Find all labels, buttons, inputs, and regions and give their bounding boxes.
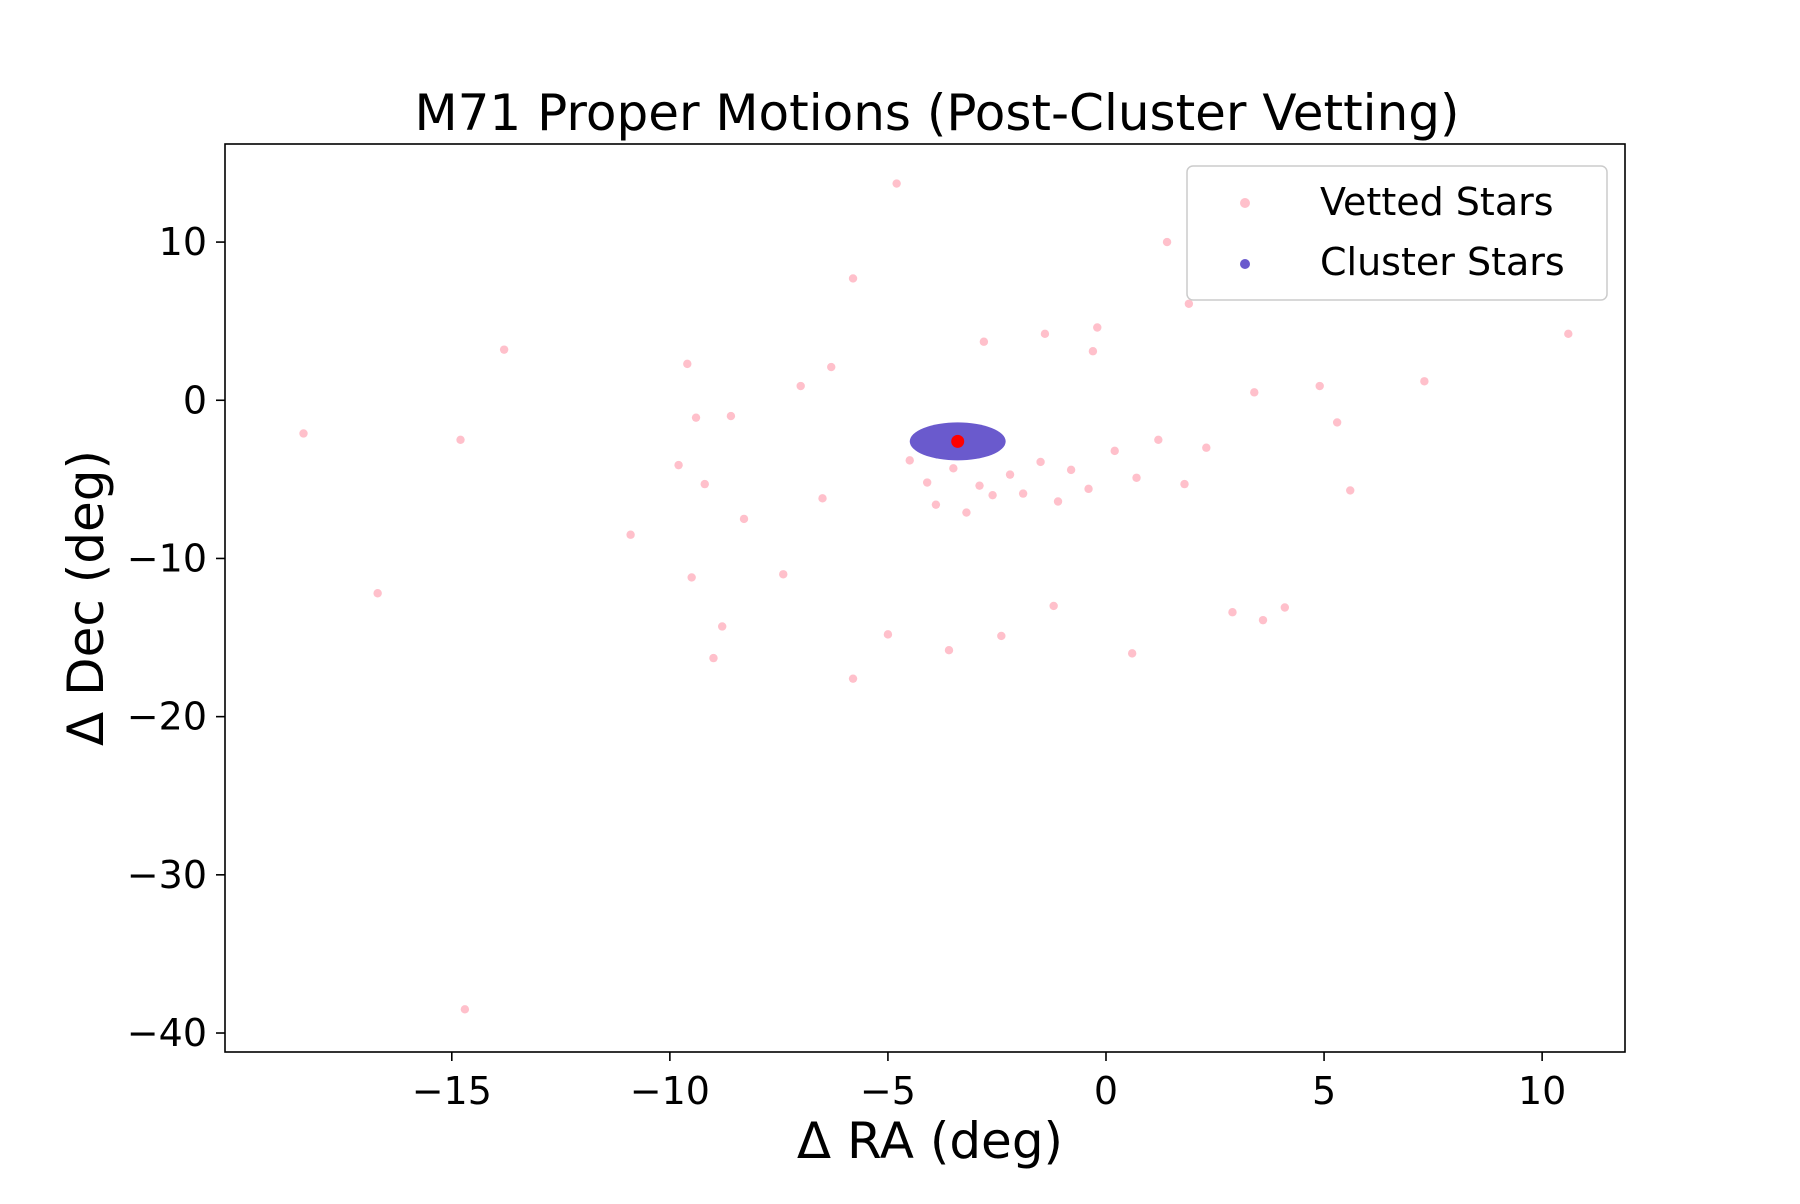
vetted-star-point: [1228, 608, 1237, 617]
x-tick-label: −10: [630, 1069, 710, 1113]
vetted-star-point: [626, 530, 635, 539]
vetted-star-point: [1053, 497, 1063, 506]
vetted-star-point: [691, 413, 701, 422]
y-tick-label: 0: [183, 378, 207, 422]
vetted-star-point: [892, 179, 901, 188]
vetted-star-point: [883, 630, 893, 639]
y-axis-label: Δ Dec (deg): [57, 450, 115, 746]
vetted-star-point: [997, 631, 1006, 641]
vetted-star-point: [687, 573, 696, 582]
x-axis-label: Δ RA (deg): [797, 1112, 1063, 1170]
legend: Vetted Stars Cluster Stars: [1186, 165, 1608, 301]
y-tick-label: 10: [159, 220, 207, 264]
vetted-star-point: [460, 1005, 470, 1014]
vetted-star-point: [1132, 473, 1141, 482]
legend-frame: [1186, 165, 1608, 301]
vetted-star-point: [1258, 615, 1268, 625]
vetted-star-point: [905, 456, 914, 465]
vetted-star-point: [717, 622, 727, 631]
x-tick-label: 5: [1312, 1069, 1336, 1113]
vetted-star-point: [709, 653, 718, 663]
vetted-star-point: [848, 674, 858, 683]
vetted-star-point: [1049, 601, 1058, 611]
vetted-star-point: [700, 479, 709, 489]
vetted-star-point: [1093, 323, 1102, 332]
vetted-star-point: [1127, 649, 1137, 658]
vetted-star-point: [796, 381, 805, 391]
vetted-star-point: [683, 359, 692, 369]
vetted-star-point: [1005, 470, 1015, 479]
x-tick-label: −5: [860, 1069, 916, 1113]
vetted-star-point: [456, 435, 465, 445]
vetted-star-point: [949, 464, 958, 473]
vetted-star-point: [818, 494, 827, 503]
axes: −15 −10 −5 0 5 10 10 0 −10 −20 −30 −40: [127, 220, 1567, 1113]
vetted-star-point: [1154, 435, 1163, 445]
vetted-star-point: [922, 478, 932, 487]
legend-marker-vetted-stars: [1240, 198, 1250, 208]
x-tick-label: −15: [412, 1069, 492, 1113]
vetted-star-point: [1280, 603, 1290, 612]
cluster-center-series: [951, 434, 965, 448]
chart-title: M71 Proper Motions (Post-Cluster Vetting…: [414, 84, 1459, 142]
vetted-star-point: [1162, 237, 1172, 247]
vetted-star-point: [988, 490, 997, 500]
vetted-star-point: [779, 570, 788, 579]
vetted-star-point: [931, 500, 941, 509]
vetted-star-point: [1250, 388, 1259, 397]
vetted-star-point: [1084, 484, 1093, 494]
vetted-star-point: [1420, 377, 1429, 386]
vetted-star-point: [944, 646, 954, 655]
vetted-star-point: [1315, 381, 1324, 391]
legend-marker-cluster-stars: [1240, 259, 1250, 269]
vetted-star-point: [975, 481, 984, 490]
y-tick-label: −40: [127, 1011, 207, 1055]
vetted-star-point: [499, 345, 509, 354]
vetted-stars-series: [299, 179, 1573, 1014]
vetted-star-point: [1088, 347, 1098, 356]
vetted-star-point: [739, 514, 749, 524]
cluster-center-point: [951, 434, 965, 448]
y-tick-label: −30: [127, 853, 207, 897]
vetted-star-point: [1180, 479, 1189, 489]
vetted-star-point: [1040, 329, 1050, 339]
x-tick-label: 0: [1094, 1069, 1118, 1113]
vetted-star-point: [962, 508, 971, 517]
vetted-star-point: [1018, 489, 1028, 498]
y-tick-label: −20: [127, 695, 207, 739]
vetted-star-point: [299, 429, 308, 438]
vetted-star-point: [979, 337, 989, 346]
vetted-star-point: [1036, 457, 1045, 467]
vetted-star-point: [1346, 486, 1355, 495]
vetted-star-point: [1202, 443, 1211, 452]
vetted-star-point: [1066, 465, 1076, 475]
legend-label-vetted-stars: Vetted Stars: [1320, 180, 1554, 224]
y-tick-label: −10: [127, 536, 207, 580]
vetted-star-point: [1332, 418, 1342, 427]
vetted-star-point: [1110, 446, 1119, 456]
vetted-star-point: [1564, 329, 1573, 339]
vetted-star-point: [726, 411, 736, 421]
legend-label-cluster-stars: Cluster Stars: [1320, 240, 1565, 284]
vetted-star-point: [1184, 299, 1194, 308]
x-tick-label: 10: [1518, 1069, 1566, 1113]
vetted-star-point: [674, 460, 683, 470]
vetted-star-point: [827, 362, 836, 372]
vetted-star-point: [373, 589, 382, 598]
vetted-star-point: [848, 274, 858, 283]
plot-frame: [224, 143, 1626, 1053]
